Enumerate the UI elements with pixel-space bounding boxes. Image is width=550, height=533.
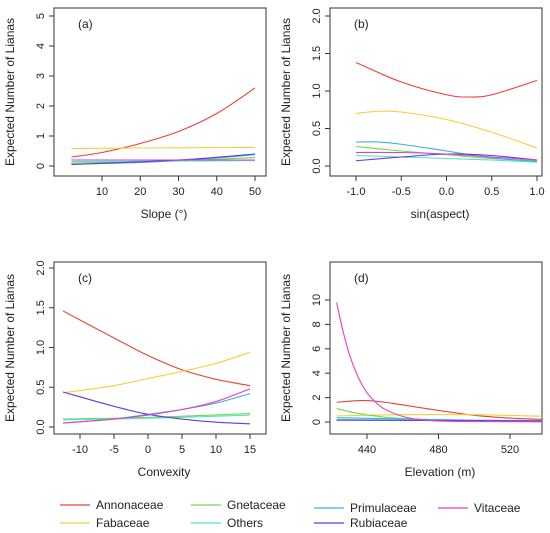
y-tick-label: 5 xyxy=(35,13,47,19)
x-tick-label: 520 xyxy=(501,444,519,456)
x-tick-label: -10 xyxy=(72,444,88,456)
legend-item-annonaceae: Annonaceae xyxy=(60,498,164,512)
series-line-annonaceae xyxy=(71,87,256,158)
y-tick-label: 2 xyxy=(311,395,323,401)
y-tick-label: 6 xyxy=(311,346,323,352)
legend-label: Rubiaceae xyxy=(350,516,408,530)
y-tick-label: 0.0 xyxy=(311,158,323,173)
x-tick-label: 5 xyxy=(179,444,185,456)
x-tick-label: -1.0 xyxy=(347,186,366,198)
x-tick-label: 40 xyxy=(211,186,223,198)
series-line-primulaceae xyxy=(355,141,538,163)
legend-item-rubiaceae: Rubiaceae xyxy=(314,516,408,530)
x-tick-label: 0.0 xyxy=(439,186,454,198)
series-line-vitaceae xyxy=(336,302,542,423)
series-line-rubiaceae xyxy=(71,153,256,166)
panel-1: (a) 10 20 30 40 50 0 1 2 3 4 5 Slope (°) Expected Num… xyxy=(3,7,267,221)
plot-frame xyxy=(329,7,543,177)
legend-item-fabaceae: Fabaceae xyxy=(60,516,150,530)
y-tick-label: 3 xyxy=(35,73,47,79)
y-tick-label: 1.0 xyxy=(35,340,47,355)
x-tick-label: 10 xyxy=(210,444,222,456)
x-tick-label: 50 xyxy=(249,186,261,198)
y-tick-label: 0.0 xyxy=(35,419,47,434)
plot-frame xyxy=(329,261,543,435)
x-tick-label: 1.0 xyxy=(529,186,544,198)
x-tick-label: 480 xyxy=(429,444,447,456)
legend-label: Fabaceae xyxy=(96,516,150,530)
y-tick-label: 2.0 xyxy=(35,260,47,275)
x-tick-label: 30 xyxy=(172,186,184,198)
legend-item-primulaceae: Primulaceae xyxy=(314,501,417,515)
legend-item-others: Others xyxy=(191,516,263,530)
y-axis-label: Expected Number of Lianas xyxy=(3,18,17,166)
panel-label: (d) xyxy=(354,271,369,285)
series-line-vitaceae xyxy=(62,388,251,424)
panel-2: (b) -1.0 -0.5 0.0 0.5 1.0 0.0 0.5 1.0 1.5 2.0 sin(a… xyxy=(279,7,545,221)
y-tick-label: 1.5 xyxy=(35,300,47,315)
panel-label: (c) xyxy=(78,271,92,285)
y-tick-label: 1.5 xyxy=(311,46,323,61)
y-tick-label: 1 xyxy=(35,133,47,139)
series-line-rubiaceae xyxy=(62,391,251,425)
y-tick-label: 0.5 xyxy=(35,380,47,395)
x-tick-label: 15 xyxy=(244,444,256,456)
x-tick-label: 0 xyxy=(145,444,151,456)
plot-frame xyxy=(53,7,267,177)
y-tick-label: 0.5 xyxy=(311,121,323,136)
y-axis-label: Expected Number of Lianas xyxy=(279,18,293,166)
panel-4: (d) 440 480 520 0 2 4 6 8 10 Elevation (m) Expected… xyxy=(279,261,543,479)
plot-frame xyxy=(53,261,267,435)
series-line-fabaceae xyxy=(336,413,542,417)
y-tick-label: 0 xyxy=(311,419,323,425)
legend-label: Others xyxy=(227,516,263,530)
y-tick-label: 2.0 xyxy=(311,8,323,23)
y-axis-label: Expected Number of Lianas xyxy=(279,274,293,422)
x-tick-label: 440 xyxy=(358,444,376,456)
series-line-annonaceae xyxy=(336,400,542,420)
legend-label: Gnetaceae xyxy=(227,498,286,512)
panel-label: (b) xyxy=(354,17,369,31)
y-axis-label: Expected Number of Lianas xyxy=(3,274,17,422)
series-line-others xyxy=(355,154,538,163)
legend: Annonaceae Fabaceae Gnetaceae Others Primula… xyxy=(60,498,521,530)
x-tick-label: -0.5 xyxy=(392,186,411,198)
y-tick-label: 8 xyxy=(311,321,323,327)
y-tick-label: 1.0 xyxy=(311,83,323,98)
x-tick-label: -5 xyxy=(109,444,119,456)
series-line-fabaceae xyxy=(62,351,251,394)
y-tick-label: 2 xyxy=(35,103,47,109)
y-tick-label: 0 xyxy=(35,163,47,169)
series-line-annonaceae xyxy=(355,61,538,98)
panel-3: (c) -10 -5 0 5 10 15 0.0 0.5 1.0 1.5 2.0 Convexity Ex… xyxy=(3,260,267,479)
x-tick-label: 0.5 xyxy=(484,186,499,198)
legend-item-vitaceae: Vitaceae xyxy=(438,501,521,515)
series-line-vitaceae xyxy=(355,151,538,161)
series-line-annonaceae xyxy=(62,310,251,387)
panel-label: (a) xyxy=(78,17,93,31)
series-line-gnetaceae xyxy=(62,412,251,420)
x-axis-label: Convexity xyxy=(138,465,191,479)
y-tick-label: 10 xyxy=(311,294,323,306)
series-line-fabaceae xyxy=(71,146,256,150)
series-line-fabaceae xyxy=(355,110,538,149)
series-line-others xyxy=(62,414,251,421)
x-tick-label: 10 xyxy=(96,186,108,198)
legend-label: Primulaceae xyxy=(350,501,417,515)
x-axis-label: Elevation (m) xyxy=(405,465,476,479)
y-tick-label: 4 xyxy=(35,43,47,49)
x-tick-label: 20 xyxy=(134,186,146,198)
x-axis-label: Slope (°) xyxy=(141,207,188,221)
legend-item-gnetaceae: Gnetaceae xyxy=(191,498,286,512)
y-tick-label: 4 xyxy=(311,370,323,376)
legend-label: Annonaceae xyxy=(96,498,164,512)
x-axis-label: sin(aspect) xyxy=(411,207,470,221)
legend-label: Vitaceae xyxy=(474,501,521,515)
